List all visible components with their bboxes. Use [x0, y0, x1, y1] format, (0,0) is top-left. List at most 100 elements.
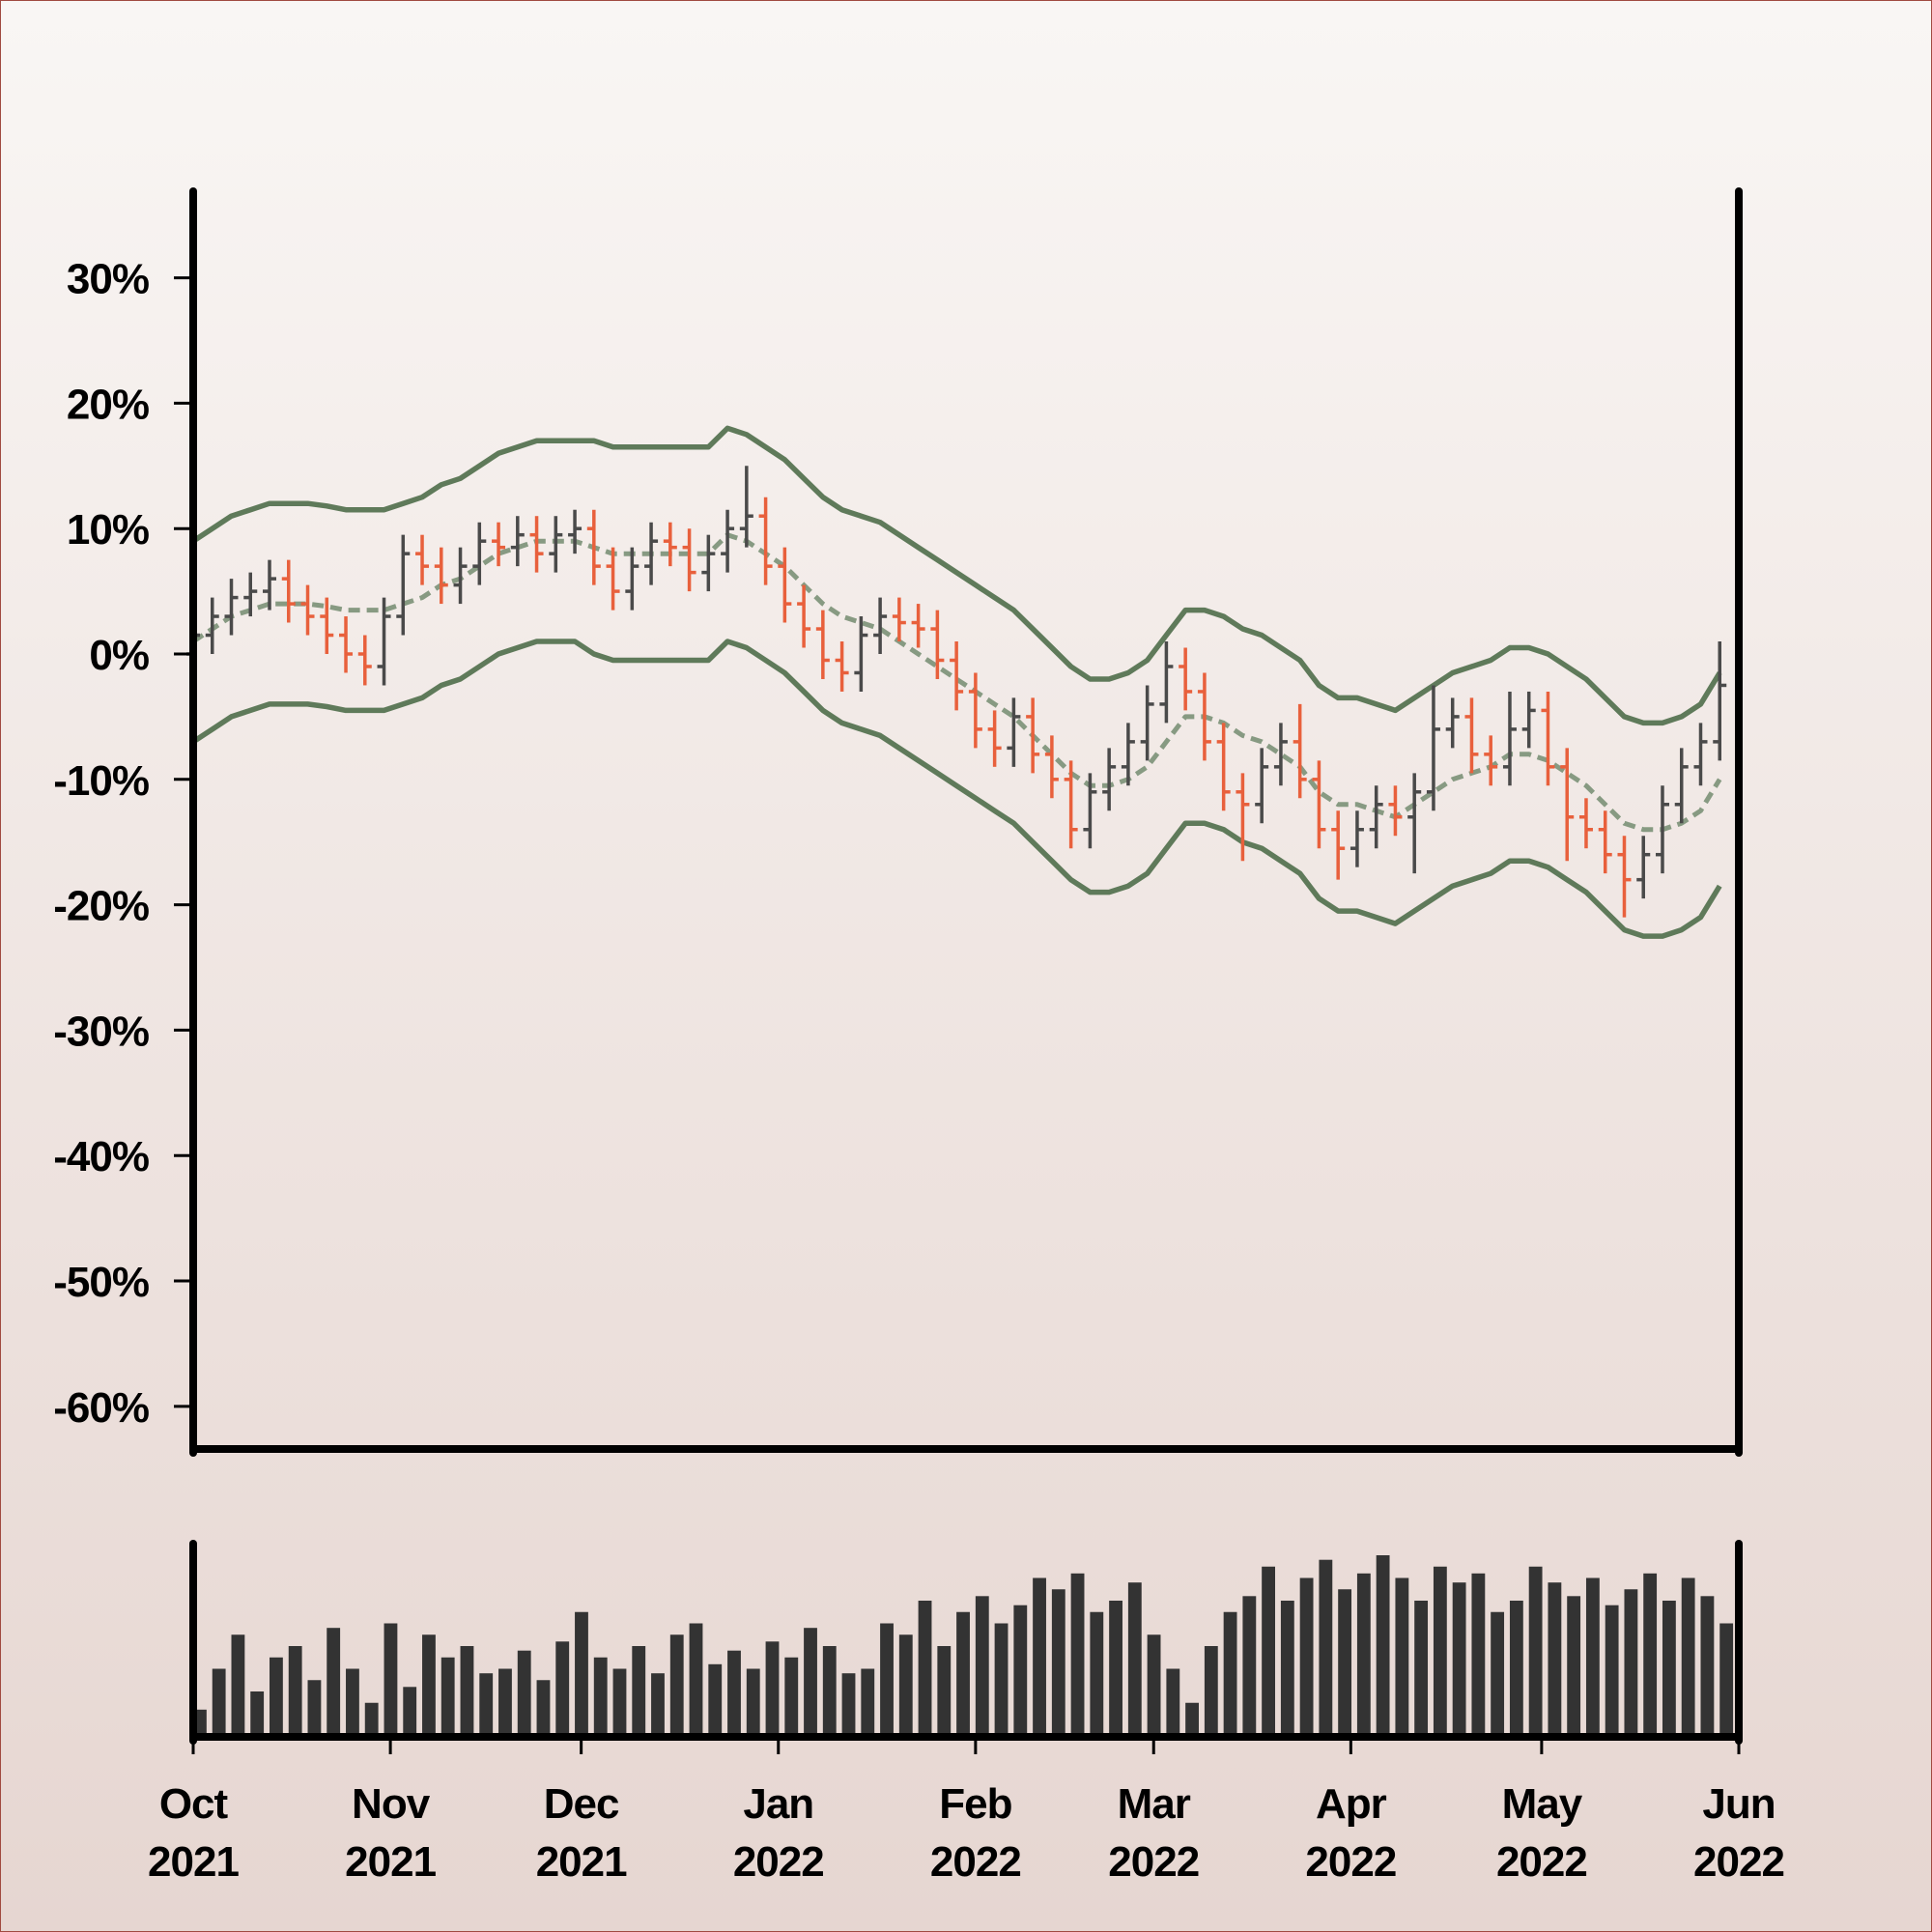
volume-bar [1491, 1611, 1505, 1737]
volume-bar [1109, 1601, 1122, 1737]
volume-bar [632, 1646, 646, 1737]
volume-bar [422, 1634, 436, 1737]
volume-bar [822, 1646, 837, 1737]
volume-bar [1319, 1559, 1333, 1737]
y-tick-label: 10% [67, 506, 149, 554]
y-tick-label: -40% [53, 1133, 149, 1180]
x-tick-label: Nov 2021 [345, 1780, 436, 1886]
volume-bar [593, 1657, 608, 1737]
x-tick-label: Jan 2022 [733, 1780, 824, 1886]
axes: 30% 20% 10% 0% -10% -20% -30% -40% -50% -60% Oct 20… [53, 187, 1785, 1886]
volume-bar [898, 1634, 913, 1737]
volume-bar [1204, 1646, 1218, 1737]
volume-bar [1051, 1589, 1065, 1737]
y-tick-label: -60% [53, 1384, 149, 1432]
volume-bar [1452, 1582, 1466, 1737]
volume-bar [364, 1702, 379, 1737]
volume-bar [975, 1596, 989, 1737]
volume-bar [727, 1650, 741, 1737]
volume-bar [1033, 1577, 1046, 1737]
volume-bar [1070, 1573, 1085, 1737]
volume-bar [956, 1611, 970, 1737]
volume-bar [1166, 1668, 1180, 1737]
x-tick-label: May 2022 [1496, 1780, 1587, 1886]
volume-bar [937, 1646, 952, 1737]
volume-bar [880, 1623, 894, 1737]
volume-bar [1414, 1601, 1429, 1737]
outer-band [191, 425, 1722, 726]
volume-bar [555, 1641, 570, 1737]
volume-bar [231, 1634, 245, 1737]
y-tick-label: 30% [67, 256, 149, 303]
volume-bar [460, 1646, 474, 1737]
volume-panel [193, 1555, 1734, 1737]
y-tick-label: 0% [89, 632, 149, 679]
volume-bar [1356, 1573, 1371, 1737]
volume-bar [1185, 1702, 1199, 1737]
volume-bar [1223, 1611, 1237, 1737]
y-tick-label: -20% [53, 883, 149, 930]
volume-bar [1719, 1623, 1734, 1737]
y-tick-label: 20% [67, 381, 149, 428]
volume-bar [1605, 1605, 1619, 1737]
volume-bar [1090, 1611, 1104, 1737]
x-tick-label: Jun 2022 [1693, 1780, 1784, 1886]
volume-bar [994, 1623, 1009, 1737]
volume-bar [612, 1668, 627, 1737]
volume-bar [689, 1623, 703, 1737]
volume-bar [1643, 1573, 1658, 1737]
volume-bar [479, 1673, 494, 1737]
volume-bar [536, 1680, 551, 1737]
volume-bar [841, 1673, 856, 1737]
y-tick-label: -50% [53, 1259, 149, 1306]
volume-bar [804, 1628, 817, 1737]
volume-bar [746, 1668, 760, 1737]
volume-bar [1681, 1577, 1695, 1737]
volume-bar [327, 1628, 341, 1737]
volume-bar [1528, 1566, 1543, 1737]
volume-bar [1700, 1596, 1715, 1737]
volume-bar [651, 1673, 665, 1737]
volume-bar [1585, 1577, 1600, 1737]
volume-bar [1509, 1601, 1523, 1737]
volume-bar [498, 1668, 512, 1737]
volume-bar [307, 1680, 322, 1737]
volume-bar [765, 1641, 780, 1737]
volume-bar [403, 1687, 417, 1737]
x-tick-label: Apr 2022 [1305, 1780, 1396, 1886]
volume-bar [1147, 1634, 1161, 1737]
volume-bar [1624, 1589, 1638, 1737]
volume-bar [346, 1668, 359, 1737]
y-tick-label: -30% [53, 1008, 149, 1055]
volume-bar [212, 1668, 226, 1737]
volume-bar [517, 1650, 531, 1737]
volume-bar [575, 1611, 588, 1737]
x-tick-label: Oct 2021 [148, 1780, 239, 1886]
volume-bar [270, 1657, 283, 1737]
volume-bar [1280, 1601, 1294, 1737]
x-tick-label: Mar 2022 [1108, 1780, 1199, 1886]
x-tick-label: Dec 2021 [536, 1780, 627, 1886]
price-panel [186, 425, 1727, 939]
volume-bar [1548, 1582, 1562, 1737]
volume-bar [1662, 1601, 1676, 1737]
volume-bar [669, 1634, 684, 1737]
volume-bar [861, 1668, 875, 1737]
volume-bar [288, 1646, 302, 1737]
volume-bar [708, 1663, 723, 1737]
volume-bar [384, 1623, 398, 1737]
y-tick-label: -10% [53, 757, 149, 805]
volume-bar [1127, 1582, 1142, 1737]
volume-bar [1433, 1566, 1447, 1737]
volume-bar [918, 1601, 932, 1737]
volume-bar [1395, 1577, 1409, 1737]
x-tick-label: Feb 2022 [930, 1780, 1021, 1886]
volume-bar [1567, 1596, 1581, 1737]
volume-bar [1376, 1555, 1390, 1737]
volume-bar [1299, 1577, 1314, 1737]
volume-bar [1471, 1573, 1486, 1737]
volume-bar [1242, 1596, 1257, 1737]
volume-bar [440, 1657, 455, 1737]
